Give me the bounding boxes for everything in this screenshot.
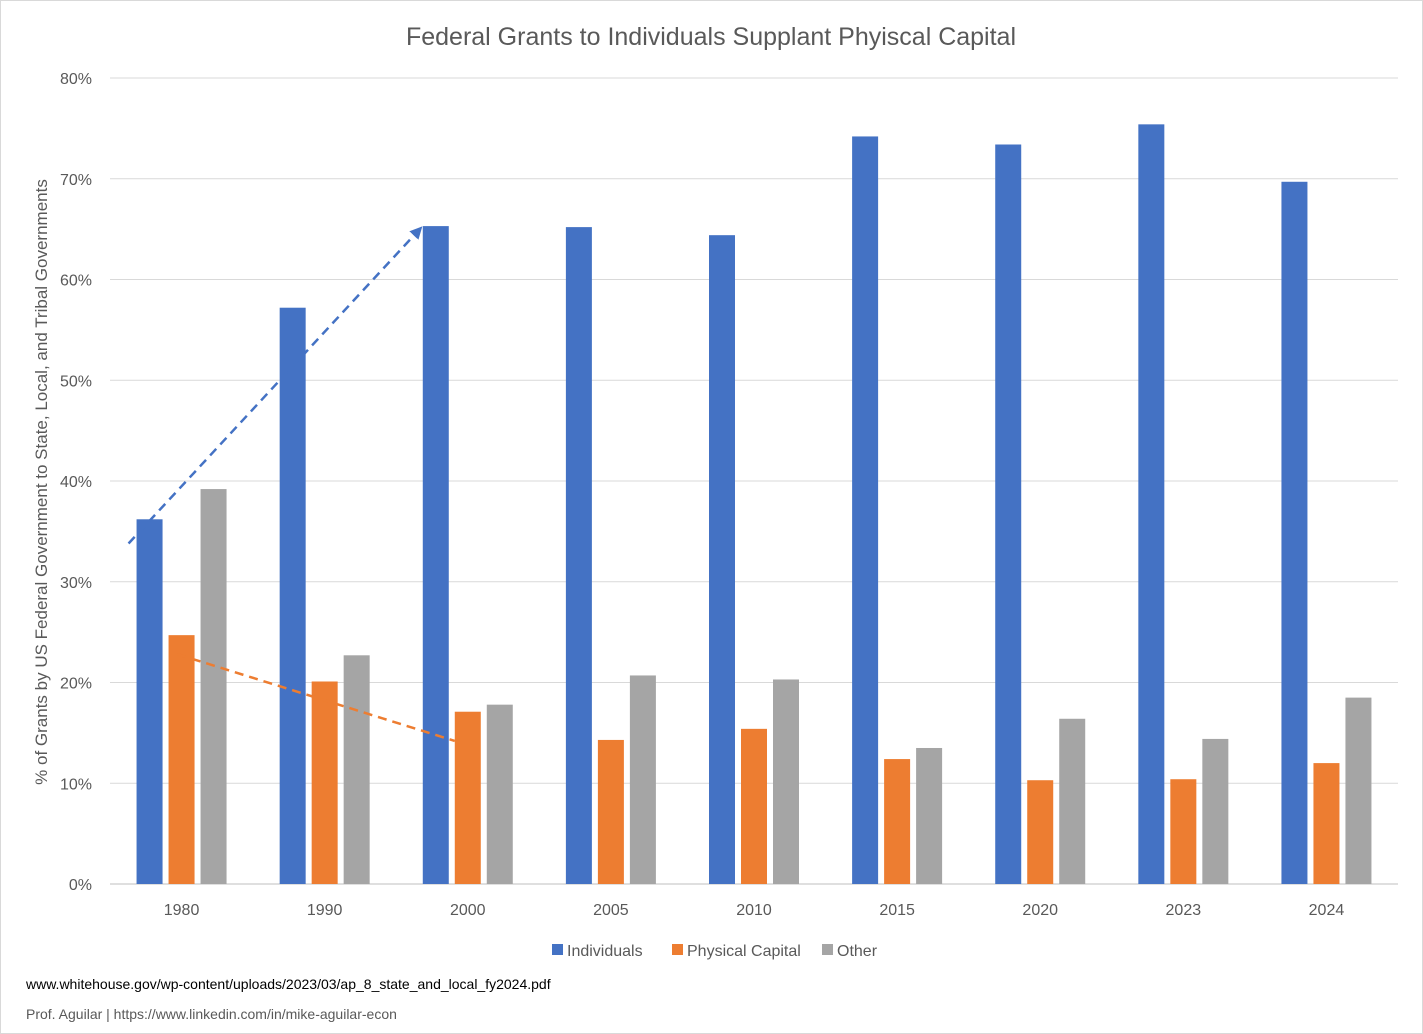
bar-individuals-2023 bbox=[1138, 124, 1165, 885]
bar-other-2010 bbox=[773, 679, 799, 884]
bars bbox=[136, 124, 1372, 885]
bar-other-1980 bbox=[200, 489, 227, 884]
legend-swatch-physical-capital bbox=[672, 944, 683, 955]
author-credit: Prof. Aguilar | https://www.linkedin.com… bbox=[26, 1006, 397, 1022]
x-tick-label: 2020 bbox=[1022, 902, 1058, 919]
x-tick-label: 2005 bbox=[593, 902, 629, 919]
bar-individuals-2005 bbox=[565, 227, 592, 885]
bar-physical-capital-2024 bbox=[1313, 763, 1340, 884]
legend-label: Other bbox=[837, 943, 878, 960]
bar-individuals-2020 bbox=[995, 144, 1022, 884]
bar-physical-capital-1980 bbox=[168, 635, 195, 884]
x-tick-label: 1980 bbox=[164, 902, 200, 919]
bar-physical-capital-2020 bbox=[1027, 780, 1054, 884]
y-axis-label: % of Grants by US Federal Government to … bbox=[32, 179, 51, 785]
bar-other-2024 bbox=[1345, 697, 1372, 884]
source-url: www.whitehouse.gov/wp-content/uploads/20… bbox=[26, 976, 551, 992]
legend-swatch-other bbox=[822, 944, 833, 955]
x-axis-ticks: 1980 1990 2000 2005 2010 2015 2020 2023 2024 bbox=[164, 902, 1345, 919]
trend-annotations bbox=[127, 226, 456, 743]
bar-individuals-1980 bbox=[136, 519, 163, 884]
bar-individuals-2015 bbox=[852, 136, 879, 884]
bar-other-2020 bbox=[1059, 718, 1086, 884]
bar-other-1990 bbox=[343, 655, 370, 884]
bar-physical-capital-2010 bbox=[741, 728, 767, 884]
legend-swatch-individuals bbox=[552, 944, 563, 955]
chart-title: Federal Grants to Individuals Supplant P… bbox=[406, 23, 1016, 51]
legend-label: Individuals bbox=[567, 943, 643, 960]
x-tick-label: 2000 bbox=[450, 902, 486, 919]
bar-physical-capital-2015 bbox=[884, 759, 911, 884]
bar-other-2015 bbox=[916, 747, 943, 884]
bar-physical-capital-2023 bbox=[1170, 779, 1197, 884]
bar-other-2000 bbox=[486, 704, 513, 884]
y-tick-label: 70% bbox=[60, 172, 92, 189]
x-tick-label: 2015 bbox=[879, 902, 915, 919]
bar-individuals-2024 bbox=[1281, 181, 1308, 884]
y-tick-label: 10% bbox=[60, 776, 92, 793]
y-tick-label: 80% bbox=[60, 71, 92, 88]
x-tick-label: 2024 bbox=[1309, 902, 1345, 919]
bar-other-2023 bbox=[1202, 738, 1229, 884]
bar-other-2005 bbox=[629, 675, 656, 884]
legend-label: Physical Capital bbox=[687, 943, 801, 960]
bar-individuals-1990 bbox=[279, 307, 306, 885]
bar-physical-capital-2000 bbox=[454, 711, 481, 884]
y-tick-label: 40% bbox=[60, 474, 92, 491]
y-tick-label: 30% bbox=[60, 575, 92, 592]
bar-physical-capital-1990 bbox=[311, 681, 338, 884]
bar-individuals-2000 bbox=[422, 226, 449, 885]
legend: Individuals Physical Capital Other bbox=[552, 943, 878, 960]
y-axis-ticks: 0% 10% 20% 30% 40% 50% 60% 70% 80% bbox=[60, 71, 92, 894]
x-tick-label: 1990 bbox=[307, 902, 343, 919]
bar-individuals-2010 bbox=[709, 235, 735, 885]
x-tick-label: 2023 bbox=[1166, 902, 1202, 919]
physical-capital-trend-line bbox=[177, 653, 456, 743]
y-tick-label: 50% bbox=[60, 373, 92, 390]
bar-physical-capital-2005 bbox=[597, 739, 624, 884]
individuals-trend-arrow bbox=[127, 226, 423, 545]
y-tick-label: 0% bbox=[69, 877, 92, 894]
y-tick-label: 60% bbox=[60, 273, 92, 290]
y-tick-label: 20% bbox=[60, 676, 92, 693]
x-tick-label: 2010 bbox=[736, 902, 772, 919]
